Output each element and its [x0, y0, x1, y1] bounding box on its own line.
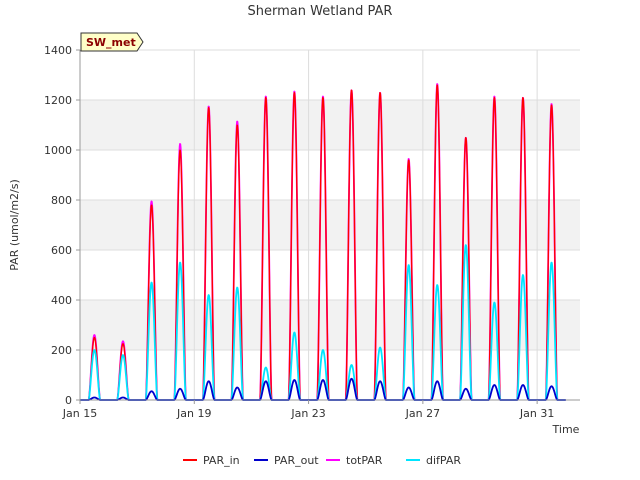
x-tick-label: Jan 23 — [290, 407, 325, 420]
y-tick-label: 400 — [51, 294, 72, 307]
x-tick-label: Jan 31 — [519, 407, 554, 420]
plot-band — [80, 200, 580, 250]
legend-label: totPAR — [346, 454, 383, 467]
chart-title: Sherman Wetland PAR — [248, 4, 393, 19]
x-tick-label: Jan 15 — [62, 407, 97, 420]
y-tick-label: 1400 — [44, 44, 72, 57]
y-tick-label: 800 — [51, 194, 72, 207]
x-tick-label: Jan 27 — [405, 407, 440, 420]
y-tick-label: 1200 — [44, 94, 72, 107]
y-axis-label: PAR (umol/m2/s) — [8, 179, 21, 271]
y-tick-label: 200 — [51, 344, 72, 357]
legend-label: difPAR — [426, 454, 461, 467]
sw-met-tag: SW_met — [80, 32, 144, 52]
plot-band — [80, 100, 580, 150]
legend-label: PAR_in — [203, 454, 240, 467]
axes: 0 200 400 600 800 1000 1200 1400 Jan 15 Jan 19 Jan… — [44, 44, 580, 420]
y-tick-label: 600 — [51, 244, 72, 257]
y-tick-label: 0 — [65, 394, 72, 407]
tag-label: SW_met — [86, 36, 136, 49]
x-tick-label: Jan 19 — [176, 407, 211, 420]
legend: PAR_in PAR_out totPAR difPAR — [183, 454, 461, 467]
legend-label: PAR_out — [274, 454, 319, 467]
x-axis-label: Time — [552, 423, 580, 436]
y-tick-label: 1000 — [44, 144, 72, 157]
